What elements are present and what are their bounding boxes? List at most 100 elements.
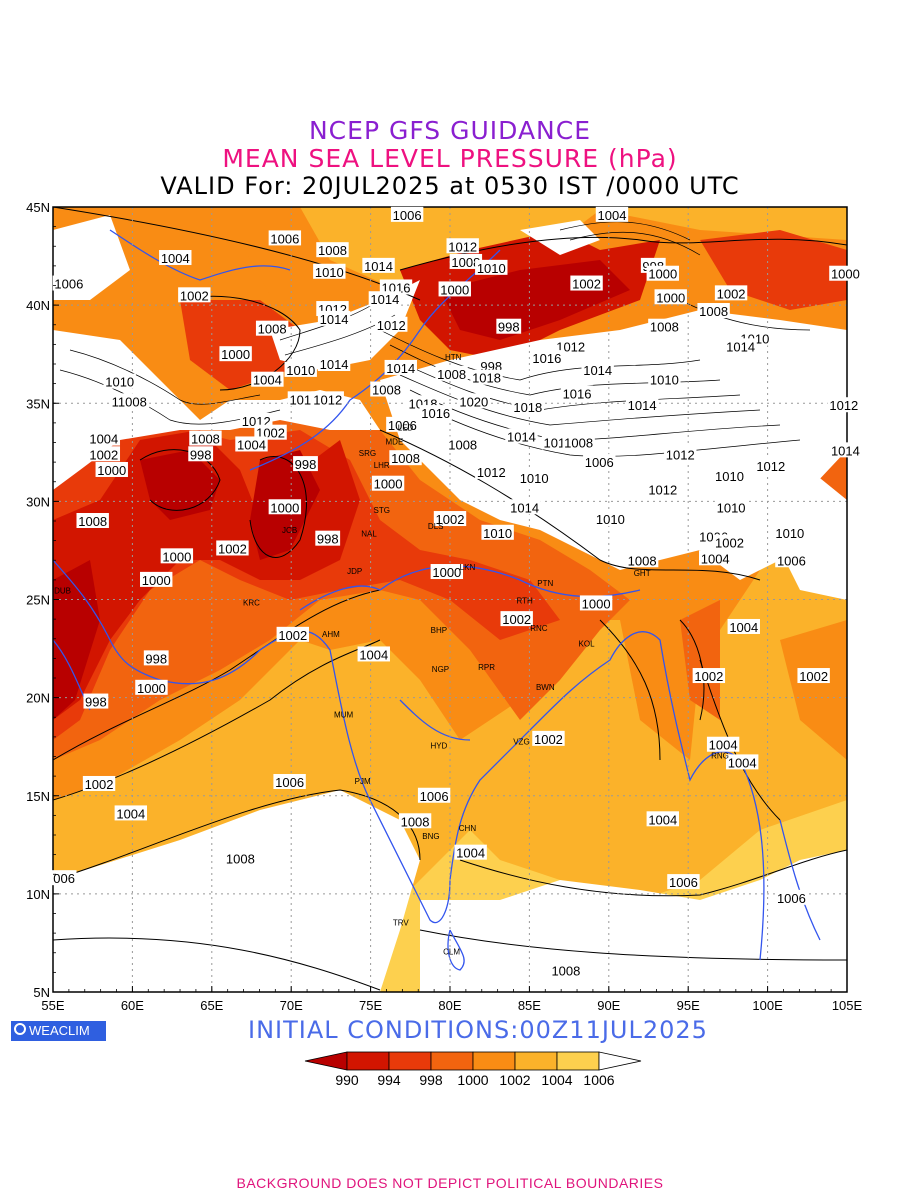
- svg-text:1010: 1010: [775, 526, 804, 541]
- contour-label: 1008: [224, 850, 257, 867]
- svg-text:1012: 1012: [829, 398, 858, 413]
- contour-label: 1014: [505, 428, 538, 445]
- svg-text:1000: 1000: [440, 282, 469, 297]
- svg-text:1008: 1008: [650, 320, 679, 335]
- svg-text:1002: 1002: [85, 777, 114, 792]
- svg-text:998: 998: [317, 532, 339, 547]
- contour-label: 1004: [454, 844, 487, 861]
- legend-swatch: [472, 1051, 516, 1071]
- svg-text:1014: 1014: [370, 292, 399, 307]
- svg-text:1014: 1014: [628, 398, 657, 413]
- city-label: RNG: [711, 751, 729, 760]
- svg-text:1012: 1012: [477, 465, 506, 480]
- svg-text:1006: 1006: [777, 553, 806, 568]
- svg-text:1004: 1004: [161, 251, 190, 266]
- svg-text:1006: 1006: [777, 891, 806, 906]
- contour-label: 1016: [419, 405, 452, 421]
- city-label: JCB: [282, 526, 297, 535]
- contour-label: 1000: [95, 461, 128, 478]
- svg-text:1000: 1000: [831, 267, 860, 282]
- contour-label: 1002: [714, 285, 748, 301]
- contour-label: 1014: [724, 338, 757, 354]
- svg-text:1002: 1002: [799, 669, 828, 684]
- lon-tick-label: 105E: [832, 998, 863, 1013]
- contour-label: 1004: [646, 811, 679, 827]
- city-label: BHP: [431, 626, 447, 635]
- contour-label: 1008: [625, 552, 659, 568]
- contour-label: 1004: [251, 371, 284, 388]
- contour-label: 1010: [594, 511, 627, 527]
- svg-text:1010: 1010: [315, 265, 344, 280]
- legend-swatch: [514, 1051, 558, 1071]
- contour-label: 1010: [773, 524, 807, 541]
- city-label: LED: [398, 424, 414, 433]
- legend-label: 998: [419, 1072, 443, 1088]
- lon-tick-label: 65E: [200, 998, 223, 1013]
- contour-label: 1010: [481, 524, 514, 541]
- svg-text:1008: 1008: [551, 963, 580, 978]
- svg-text:998: 998: [190, 447, 212, 462]
- svg-text:998: 998: [85, 695, 107, 710]
- lat-tick-label: 15N: [26, 789, 50, 804]
- contour-label: 998: [188, 446, 214, 462]
- contour-label: 1014: [384, 359, 417, 376]
- legend-swatch: [430, 1051, 474, 1071]
- title-line-1: NCEP GFS GUIDANCE: [308, 116, 591, 145]
- contour-label: 1006: [775, 889, 808, 906]
- axis-labels: 55E 60E 65E 70E 75E 80E 85E 90E 95E 100E 105E 45N 40…: [26, 200, 862, 1013]
- contour-label: 1014: [317, 310, 351, 327]
- city-label: DUB: [54, 587, 71, 596]
- contour-label: 1004: [235, 436, 268, 452]
- svg-text:1006: 1006: [669, 875, 698, 890]
- contour-label: 1006: [386, 416, 419, 433]
- contour-label: 998: [293, 456, 318, 472]
- contour-label: 1000: [371, 475, 405, 492]
- contour-label: 1000: [268, 499, 302, 515]
- contour-label: 1004: [698, 550, 732, 566]
- contour-label: 998: [143, 650, 169, 666]
- contour-label: 1006: [417, 787, 451, 804]
- legend-swatch: [304, 1051, 348, 1071]
- contour-label: 1010: [475, 259, 508, 276]
- svg-text:1018: 1018: [513, 400, 542, 415]
- city-label: JDP: [347, 567, 362, 576]
- svg-text:1006: 1006: [270, 231, 299, 246]
- color-legend: 990 994 998 1000 1002 1004 1006: [304, 1051, 642, 1088]
- svg-text:998: 998: [498, 320, 520, 335]
- contour-label: 1000: [135, 679, 168, 696]
- city-label: LHR: [374, 461, 390, 470]
- contour-label: 1002: [797, 668, 830, 684]
- legend-swatch: [556, 1051, 600, 1071]
- contour-label: 1010: [714, 499, 748, 515]
- svg-text:1014: 1014: [726, 339, 755, 354]
- legend-label: 1000: [457, 1072, 488, 1088]
- svg-text:1010: 1010: [596, 512, 625, 527]
- legend-label: 1002: [499, 1072, 530, 1088]
- contour-label: 1010: [103, 373, 136, 390]
- contour-label: 1012: [375, 316, 408, 333]
- svg-text:1012: 1012: [756, 459, 785, 474]
- contour-label: 1012: [827, 397, 861, 413]
- city-label: KOL: [579, 640, 596, 649]
- weaclim-logo-icon: [14, 1023, 26, 1035]
- svg-text:1002: 1002: [572, 277, 601, 292]
- svg-text:1014: 1014: [510, 500, 539, 515]
- city-label: MUM: [334, 710, 353, 719]
- city-label: NAL: [361, 530, 377, 539]
- svg-text:1008: 1008: [78, 514, 107, 529]
- city-label: HYD: [430, 742, 447, 751]
- svg-text:1014: 1014: [320, 357, 349, 372]
- contour-label: 1008: [449, 253, 483, 270]
- svg-text:1008: 1008: [564, 436, 593, 451]
- contour-label: 1008: [316, 242, 349, 258]
- svg-text:1004: 1004: [598, 208, 627, 223]
- svg-text:1010: 1010: [715, 469, 744, 484]
- contour-label: 1012: [554, 338, 587, 354]
- svg-text:1008: 1008: [258, 322, 287, 337]
- lon-tick-label: 85E: [518, 998, 541, 1013]
- contour-label: 1000: [646, 265, 679, 282]
- contour-label: 1008: [389, 450, 422, 466]
- contour-label: 1010: [517, 469, 551, 486]
- svg-text:1000: 1000: [648, 267, 677, 282]
